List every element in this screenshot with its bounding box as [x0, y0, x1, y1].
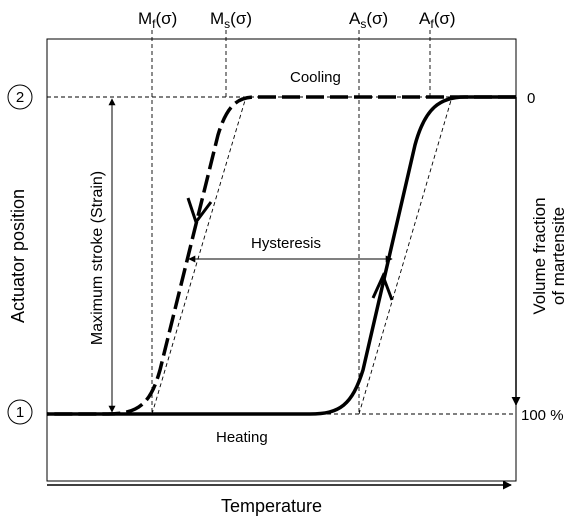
mf-label: Mf(σ): [138, 9, 177, 31]
fraction-bottom-label: 100 %: [521, 407, 564, 424]
ms-label: Ms(σ): [210, 9, 252, 31]
y-axis-right-title-line1: Volume fraction: [530, 197, 549, 314]
position-1-label: 1: [16, 404, 24, 421]
heating-direction-arrow: [371, 272, 394, 301]
cooling-curve: [47, 95, 516, 416]
cooling-tangent: [151, 96, 247, 415]
position-2-circle: [7, 84, 33, 110]
x-axis-title: Temperature: [221, 496, 322, 516]
heating-label: Heating: [216, 429, 268, 446]
max-stroke-label: Maximum stroke (Strain): [89, 171, 106, 345]
heating-curve: [47, 95, 516, 416]
cooling-label: Cooling: [290, 69, 341, 86]
heating-tangent: [358, 96, 453, 415]
y-axis-left-title: Actuator position: [8, 189, 28, 323]
y-axis-right-title-line2: of martensite: [549, 207, 568, 305]
fraction-top-label: 0: [527, 90, 535, 107]
position-1-circle: [7, 399, 33, 425]
as-label: As(σ): [349, 9, 388, 31]
cooling-direction-arrow: [186, 197, 213, 226]
hysteresis-label: Hysteresis: [251, 235, 321, 252]
position-2-label: 2: [16, 89, 24, 106]
reference-lines: [47, 30, 516, 415]
af-label: Af(σ): [419, 9, 456, 31]
